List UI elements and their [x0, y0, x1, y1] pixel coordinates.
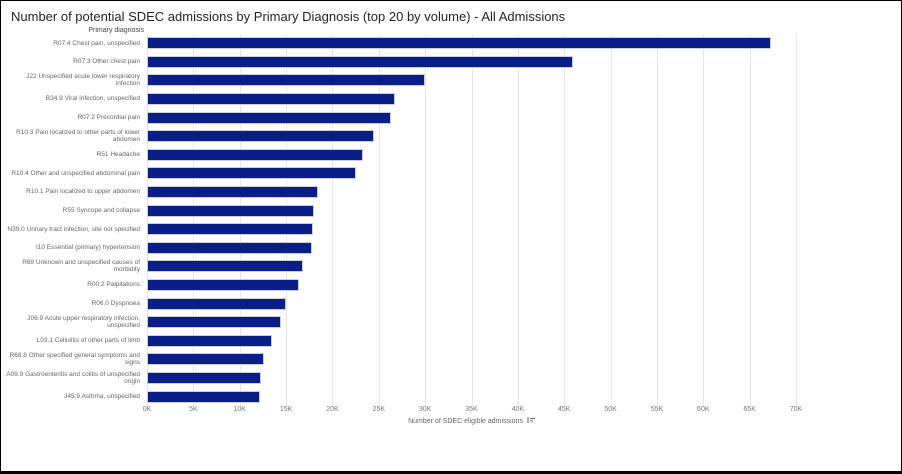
x-tick-label: 0K	[142, 406, 152, 413]
bar[interactable]	[147, 279, 300, 292]
x-tick-label: 60K	[697, 406, 710, 413]
category-label: R10.1 Pain localized to upper abdomen	[26, 188, 140, 196]
bar-row	[147, 239, 796, 258]
bar[interactable]	[147, 37, 771, 50]
bar-row	[147, 387, 796, 406]
bar-row	[147, 313, 796, 332]
bar-row	[147, 34, 796, 53]
gridline	[656, 34, 658, 406]
category-label: R07.3 Other chest pain	[73, 58, 140, 66]
bar[interactable]	[147, 353, 264, 366]
category-label: R10.3 Pain localized to other parts of l…	[16, 128, 140, 144]
x-tick-label: 5K	[189, 406, 198, 413]
gridline	[425, 34, 427, 406]
bar-row	[147, 164, 796, 183]
category-label: R68.8 Other specified general symptoms a…	[9, 351, 140, 367]
gridline	[564, 34, 566, 406]
x-tick-label: 40K	[511, 406, 525, 413]
gridline	[239, 34, 241, 406]
gridline	[703, 34, 705, 406]
bar-row	[147, 220, 796, 239]
y-axis-title: Primary diagnosis	[88, 27, 144, 34]
x-tick-label: 55K	[650, 406, 664, 413]
category-label: J45.9 Asthma, unspecified	[64, 392, 140, 400]
bar-row	[147, 257, 796, 276]
bar[interactable]	[147, 223, 313, 236]
category-label: B34.9 Viral infection, unspecified	[45, 95, 140, 103]
category-label: R00.2 Palpitations	[87, 281, 140, 289]
category-label: R69 Unknown and unspecified causes of mo…	[22, 258, 140, 274]
category-label: R06.0 Dyspnoea	[91, 299, 140, 307]
bar-row	[147, 183, 796, 202]
bar[interactable]	[147, 93, 395, 106]
category-label: R10.4 Other and unspecified abdominal pa…	[11, 169, 140, 177]
x-tick-label: 10K	[233, 406, 246, 413]
bar-row	[147, 201, 796, 220]
bar[interactable]	[147, 111, 391, 124]
bar-row	[147, 350, 796, 369]
bar[interactable]	[147, 334, 273, 347]
x-tick-label: 15K	[279, 406, 293, 413]
gridline	[610, 34, 612, 406]
gridline	[332, 34, 334, 406]
category-label: L03.1 Cellulitis of other parts of limb	[36, 337, 140, 345]
category-label: R07.2 Precordial pain	[77, 113, 140, 121]
x-tick-label: 20K	[326, 406, 339, 413]
bar-row	[147, 108, 796, 127]
gridline	[471, 34, 473, 406]
gridline	[286, 34, 288, 406]
bar[interactable]	[147, 316, 282, 329]
bar[interactable]	[147, 186, 318, 199]
x-tick-label: 25K	[372, 406, 386, 413]
category-axis: R07.4 Chest pain, unspecified R07.3 Other…	[1, 34, 140, 406]
bar-row	[147, 53, 796, 72]
bar[interactable]	[147, 148, 364, 161]
category-label: A09.9 Gastroenteritis and colitis of uns…	[6, 370, 140, 385]
value-axis: 0K 5K 10K 15K 20K 25K 30K 35K 40K 45K 50K 55K 60K 65K…	[1, 406, 902, 418]
bar[interactable]	[147, 130, 375, 143]
x-tick-label: 70K	[789, 406, 803, 413]
bar[interactable]	[147, 167, 356, 180]
category-label: R55 Syncope and collapse	[62, 206, 140, 214]
x-tick-label: 30K	[418, 406, 432, 413]
bar[interactable]	[147, 55, 574, 68]
gridline	[378, 34, 380, 406]
plot-area	[147, 34, 797, 406]
category-label: J22 Unspecified acute lower respiratory …	[26, 73, 140, 88]
x-tick-label: 35K	[465, 406, 478, 413]
gridline	[147, 34, 148, 406]
x-tick-label: 50K	[604, 406, 617, 413]
x-tick-label: 65K	[743, 406, 756, 413]
bar[interactable]	[147, 297, 287, 310]
gridline	[796, 34, 797, 406]
x-axis-title-container: Number of SDEC eligible admissions	[147, 416, 796, 425]
bar[interactable]	[147, 372, 262, 385]
bar[interactable]	[147, 241, 313, 254]
category-label: N39.0 Urinary tract infection, site not …	[7, 225, 140, 233]
bar[interactable]	[147, 260, 303, 273]
category-label: I10 Essential (primary) hypertension	[35, 244, 140, 252]
gridline	[749, 34, 751, 406]
bar-row	[147, 127, 796, 146]
category-label: R07.4 Chest pain, unspecified	[53, 39, 140, 47]
bar-row	[147, 146, 796, 165]
category-label: J06.9 Acute upper respiratory infection,…	[27, 314, 140, 330]
bar-row	[147, 71, 796, 90]
bar[interactable]	[147, 74, 426, 87]
gridline	[193, 34, 195, 406]
x-tick-label: 45K	[557, 406, 571, 413]
bar-row	[147, 332, 796, 351]
bar-row	[147, 276, 796, 295]
bar-row	[147, 369, 796, 388]
bar[interactable]	[147, 390, 261, 403]
category-label: R51 Headache	[96, 151, 140, 159]
bar-row	[147, 90, 796, 109]
gridline	[517, 34, 519, 406]
bar[interactable]	[147, 204, 314, 217]
x-axis-title: Number of SDEC eligible admissions	[408, 418, 523, 425]
sort-icon[interactable]	[527, 416, 535, 424]
bar-row	[147, 294, 796, 313]
chart-title: Number of potential SDEC admissions by P…	[11, 9, 566, 24]
